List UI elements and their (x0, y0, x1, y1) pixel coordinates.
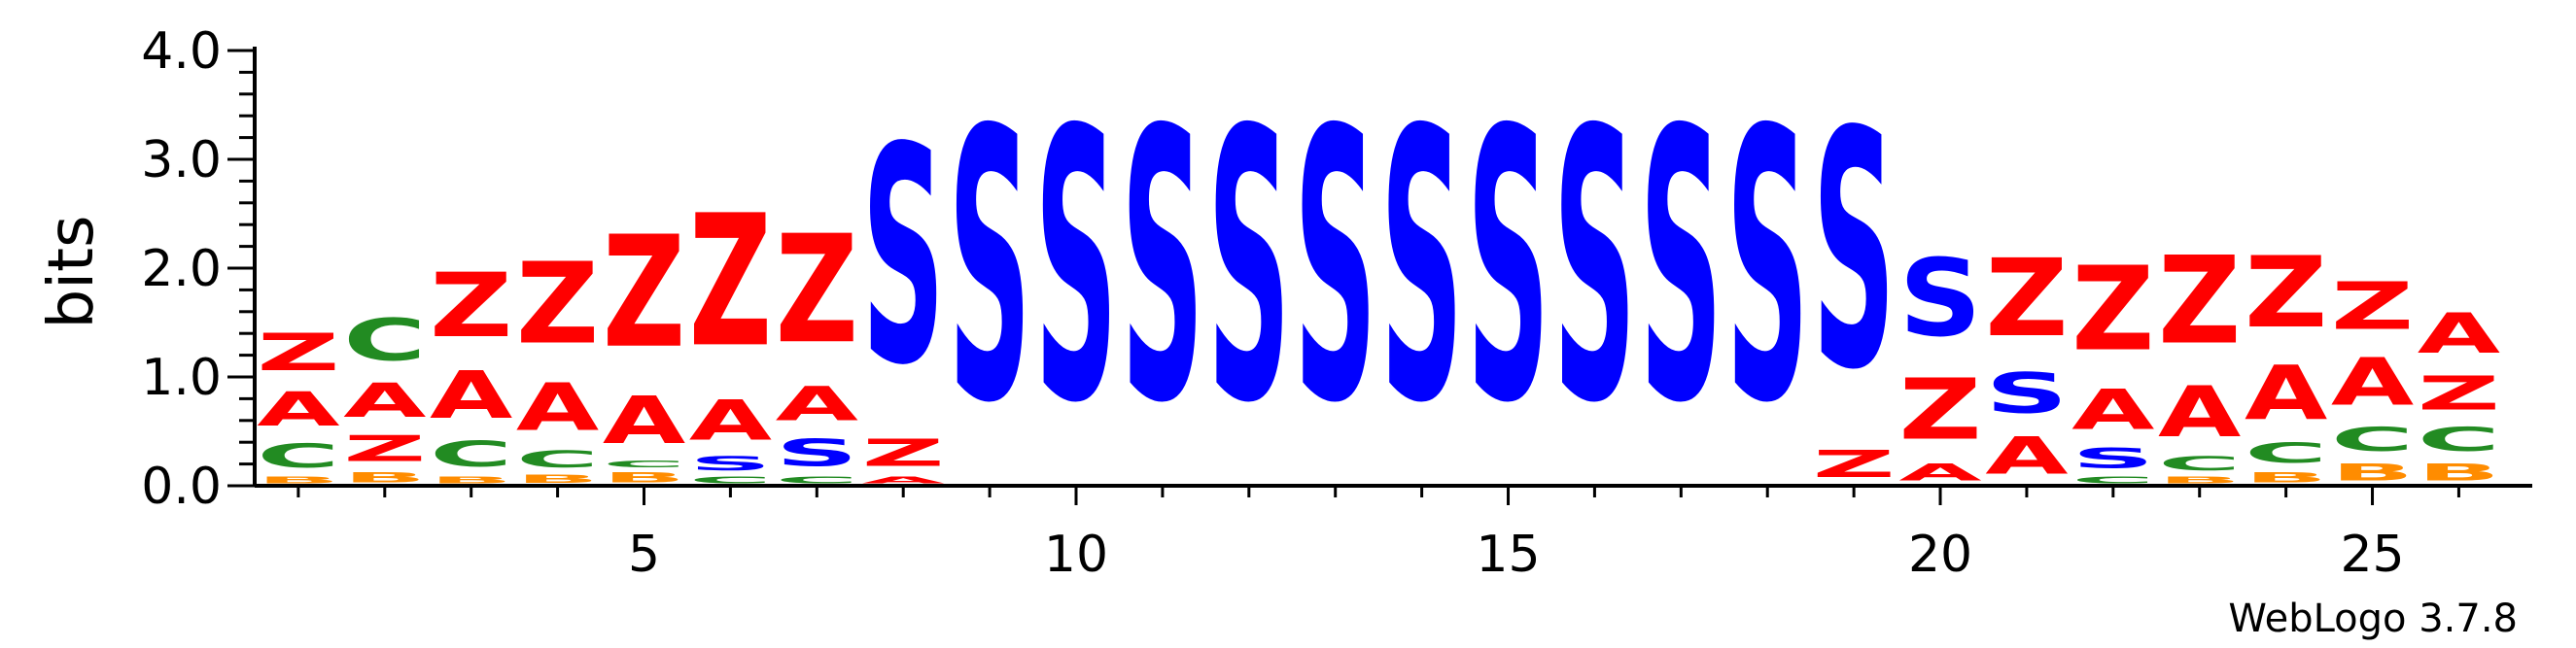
logo-glyph-Z-pos-22: Z (2071, 241, 2154, 376)
logo-glyph-B-pos-23: B (2158, 475, 2241, 486)
logo-glyph-S-pos-15: S (1467, 51, 1549, 485)
logo-glyph-C-pos-26: C (2418, 421, 2500, 459)
weblogo-credit: WebLogo 3.7.8 (2228, 597, 2518, 641)
logo-glyph-S-pos-11: S (1121, 51, 1203, 485)
logo-glyph-C-pos-6: C (689, 475, 772, 486)
logo-glyph-Z-pos-20: Z (1898, 361, 1981, 459)
logo-glyph-S-pos-7: S (776, 431, 858, 475)
y-axis: 0.0 1.0 2.0 3.0 4.0 (141, 22, 257, 516)
y-tick-label: 2.0 (141, 240, 222, 298)
logo-glyph-Z-pos-2: Z (343, 428, 426, 470)
x-tick-label: 20 (1908, 526, 1972, 584)
logo-glyph-Z-pos-19: Z (1812, 442, 1895, 486)
logo-glyph-Z-pos-21: Z (1985, 235, 2068, 359)
logo-glyph-C-pos-4: C (516, 446, 599, 473)
x-tick-label: 5 (628, 526, 660, 584)
logo-glyph-C-pos-5: C (603, 459, 685, 469)
logo-glyph-Z-pos-3: Z (430, 254, 512, 357)
x-axis: 5 10 15 20 25 (255, 484, 2532, 584)
logo-glyph-S-pos-20: S (1898, 236, 1981, 360)
logo-glyph-A-pos-8: A (862, 475, 946, 486)
logo-glyph-B-pos-24: B (2245, 469, 2327, 486)
logo-glyph-S-pos-9: S (948, 51, 1030, 485)
logo-glyph-Z-pos-5: Z (603, 203, 685, 382)
logo-glyph-B-pos-26: B (2418, 459, 2500, 486)
logo-glyph-C-pos-25: C (2331, 421, 2414, 459)
logo-glyph-Z-pos-24: Z (2245, 235, 2327, 350)
logo-glyph-Z-pos-1: Z (257, 323, 339, 382)
logo-glyph-S-pos-14: S (1380, 51, 1463, 485)
logo-glyph-B-pos-3: B (430, 475, 512, 486)
y-tick-label: 0.0 (141, 458, 222, 516)
logo-glyph-A-pos-25: A (2331, 344, 2415, 421)
logo-glyph-A-pos-6: A (689, 388, 772, 453)
logo-glyph-S-pos-16: S (1553, 51, 1636, 485)
logo-glyph-S-pos-10: S (1034, 51, 1117, 485)
logo-glyph-S-pos-12: S (1207, 51, 1290, 485)
logo-glyph-C-pos-22: C (2071, 475, 2154, 486)
logo-glyph-B-pos-1: B (257, 475, 339, 486)
logo-glyph-A-pos-1: A (257, 383, 340, 437)
logo-glyph-A-pos-4: A (516, 369, 600, 446)
logo-glyph-A-pos-7: A (776, 378, 859, 432)
logo-glyph-Z-pos-7: Z (776, 204, 858, 377)
logo-glyph-C-pos-2: C (343, 306, 426, 373)
logo-glyph-S-pos-8: S (862, 84, 945, 430)
y-tick-label: 4.0 (141, 22, 222, 81)
logo-glyph-Z-pos-6: Z (689, 176, 772, 388)
x-tick-label: 15 (1476, 526, 1540, 584)
logo-glyph-Z-pos-26: Z (2418, 367, 2500, 421)
logo-glyph-S-pos-18: S (1726, 51, 1809, 485)
logo-glyph-A-pos-26: A (2418, 300, 2500, 365)
logo-glyph-C-pos-1: C (257, 437, 339, 475)
logo-glyph-A-pos-20: A (1898, 459, 1982, 486)
logo-glyph-A-pos-23: A (2158, 372, 2241, 453)
logo-glyph-Z-pos-8: Z (862, 431, 945, 475)
logo-glyph-A-pos-2: A (343, 374, 427, 428)
logo-glyph-A-pos-22: A (2071, 377, 2154, 442)
logo-glyph-Z-pos-4: Z (516, 240, 599, 369)
logo-glyph-B-pos-2: B (343, 469, 426, 486)
logo-glyph-S-pos-22: S (2071, 443, 2154, 475)
logo-glyph-C-pos-24: C (2245, 437, 2327, 470)
y-tick-label: 1.0 (141, 349, 222, 407)
logo-glyph-B-pos-4: B (516, 473, 599, 486)
logo-glyph-B-pos-5: B (603, 469, 685, 486)
logo-glyph-C-pos-23: C (2158, 454, 2241, 475)
logo-glyph-B-pos-25: B (2331, 459, 2414, 486)
x-tick-label: 10 (1044, 526, 1108, 584)
logo-glyph-A-pos-5: A (603, 382, 686, 459)
logo-glyph-S-pos-17: S (1640, 51, 1723, 485)
logo-glyph-A-pos-24: A (2245, 351, 2327, 437)
logo-glyph-Z-pos-23: Z (2158, 230, 2241, 371)
logo-glyph-Z-pos-25: Z (2331, 268, 2414, 344)
y-axis-title: bits (36, 216, 108, 329)
logo-glyph-S-pos-21: S (1985, 361, 2068, 426)
y-tick-label: 3.0 (141, 131, 222, 189)
logo-glyph-C-pos-3: C (430, 434, 512, 475)
logo-glyph-S-pos-19: S (1812, 63, 1895, 441)
logo-glyph-A-pos-3: A (430, 358, 513, 434)
logo-glyph-S-pos-6: S (689, 454, 772, 475)
logo-glyph-A-pos-21: A (1985, 426, 2069, 486)
logo-glyph-S-pos-13: S (1294, 51, 1376, 485)
logo-glyph-C-pos-7: C (776, 475, 858, 486)
x-tick-label: 25 (2340, 526, 2404, 584)
